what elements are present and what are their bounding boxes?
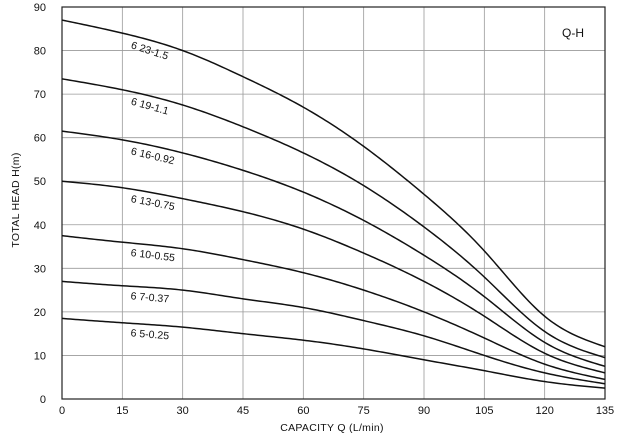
x-axis-ticks: 0 15 30 45 60 75 90 105 120 135 xyxy=(59,405,614,417)
y-tick-label: 90 xyxy=(34,2,46,14)
y-axis-title: TOTAL HEAD H(m) xyxy=(10,152,22,247)
series-label: 6 10-0.55 xyxy=(130,247,176,264)
series-curve xyxy=(61,317,606,389)
y-tick-label: 10 xyxy=(34,350,46,362)
y-tick-label: 0 xyxy=(40,394,46,406)
x-tick-label: 30 xyxy=(177,405,189,417)
x-tick-label: 0 xyxy=(59,405,65,417)
x-tick-label: 105 xyxy=(475,405,493,417)
y-tick-label: 60 xyxy=(34,133,46,145)
series-label: 6 7-0.37 xyxy=(130,290,170,305)
plot-frame xyxy=(61,6,606,400)
series-curve xyxy=(61,78,606,359)
series-label: 6 23-1.5 xyxy=(129,39,170,62)
series-curve xyxy=(61,280,606,385)
y-axis-ticks: 0 10 20 30 40 50 60 70 80 90 xyxy=(34,2,46,406)
chart-badge: Q-H xyxy=(562,26,584,40)
y-tick-label: 40 xyxy=(34,220,46,232)
series-curve xyxy=(61,234,606,381)
x-tick-label: 60 xyxy=(297,405,309,417)
curves xyxy=(61,19,606,389)
x-tick-label: 45 xyxy=(237,405,249,417)
x-tick-label: 15 xyxy=(116,405,128,417)
x-tick-label: 90 xyxy=(418,405,430,417)
x-tick-label: 75 xyxy=(358,405,370,417)
curve-labels: 6 23-1.56 19-1.16 16-0.926 13-0.756 10-0… xyxy=(129,39,175,342)
y-tick-label: 50 xyxy=(34,176,46,188)
series-curve xyxy=(61,130,606,368)
series-curve xyxy=(61,19,606,348)
x-axis-title: CAPACITY Q (L/min) xyxy=(280,422,384,434)
y-tick-label: 70 xyxy=(34,89,46,101)
y-tick-label: 30 xyxy=(34,263,46,275)
y-tick-label: 80 xyxy=(34,46,46,58)
x-tick-label: 135 xyxy=(596,405,614,417)
y-tick-label: 20 xyxy=(34,307,46,319)
x-tick-label: 120 xyxy=(535,405,553,417)
series-label: 6 5-0.25 xyxy=(130,327,170,342)
series-curve xyxy=(61,180,606,374)
